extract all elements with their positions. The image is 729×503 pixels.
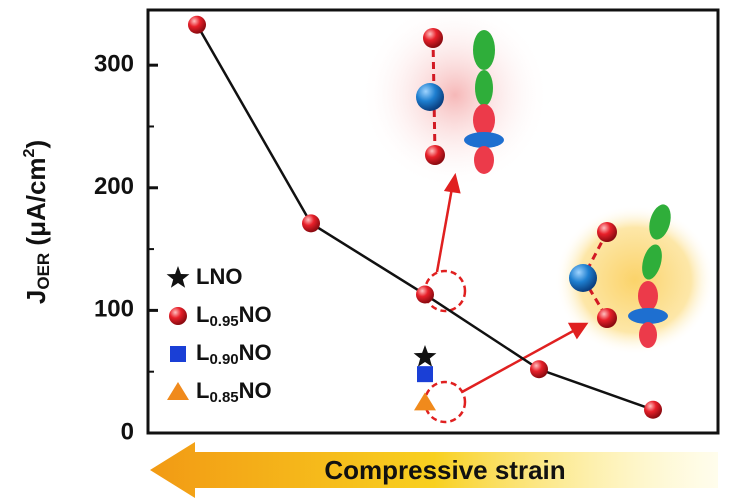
legend-label: LNO — [196, 264, 242, 289]
plot-frame — [146, 8, 720, 435]
y-axis-label: JOER (μA/cm2) — [21, 140, 54, 304]
y-tick-label: 200 — [94, 173, 134, 200]
y-axis-label-part: ) — [21, 140, 51, 149]
legend-label: L0.95NO — [196, 302, 272, 330]
marker — [416, 285, 434, 304]
marker — [413, 345, 437, 367]
annotation: Compressive strain — [324, 455, 565, 485]
marker — [302, 214, 320, 233]
inset-orbital-1 — [360, 0, 550, 190]
marker — [414, 392, 436, 411]
legend-marker — [166, 266, 190, 288]
inset-orbital-2 — [555, 204, 715, 355]
y-tick-label: 300 — [94, 51, 134, 78]
y-axis-label-part: 2 — [21, 148, 38, 157]
strain-arrow: Compressive strain — [150, 442, 718, 498]
marker — [530, 360, 548, 379]
legend-marker — [167, 382, 189, 400]
y-tick-label: 100 — [94, 296, 134, 323]
y-axis-label-part: (μA/cm — [21, 157, 51, 252]
y-axis-label-part: OER — [34, 253, 53, 290]
y-axis-label-part: J — [21, 290, 51, 304]
marker — [188, 15, 206, 34]
marker — [417, 366, 433, 383]
legend-label: L0.90NO — [196, 340, 272, 368]
marker — [644, 400, 662, 419]
legend-label: L0.85NO — [196, 378, 272, 406]
y-tick-label: 0 — [121, 418, 134, 445]
legend-marker — [169, 307, 187, 325]
legend-marker — [170, 346, 186, 362]
